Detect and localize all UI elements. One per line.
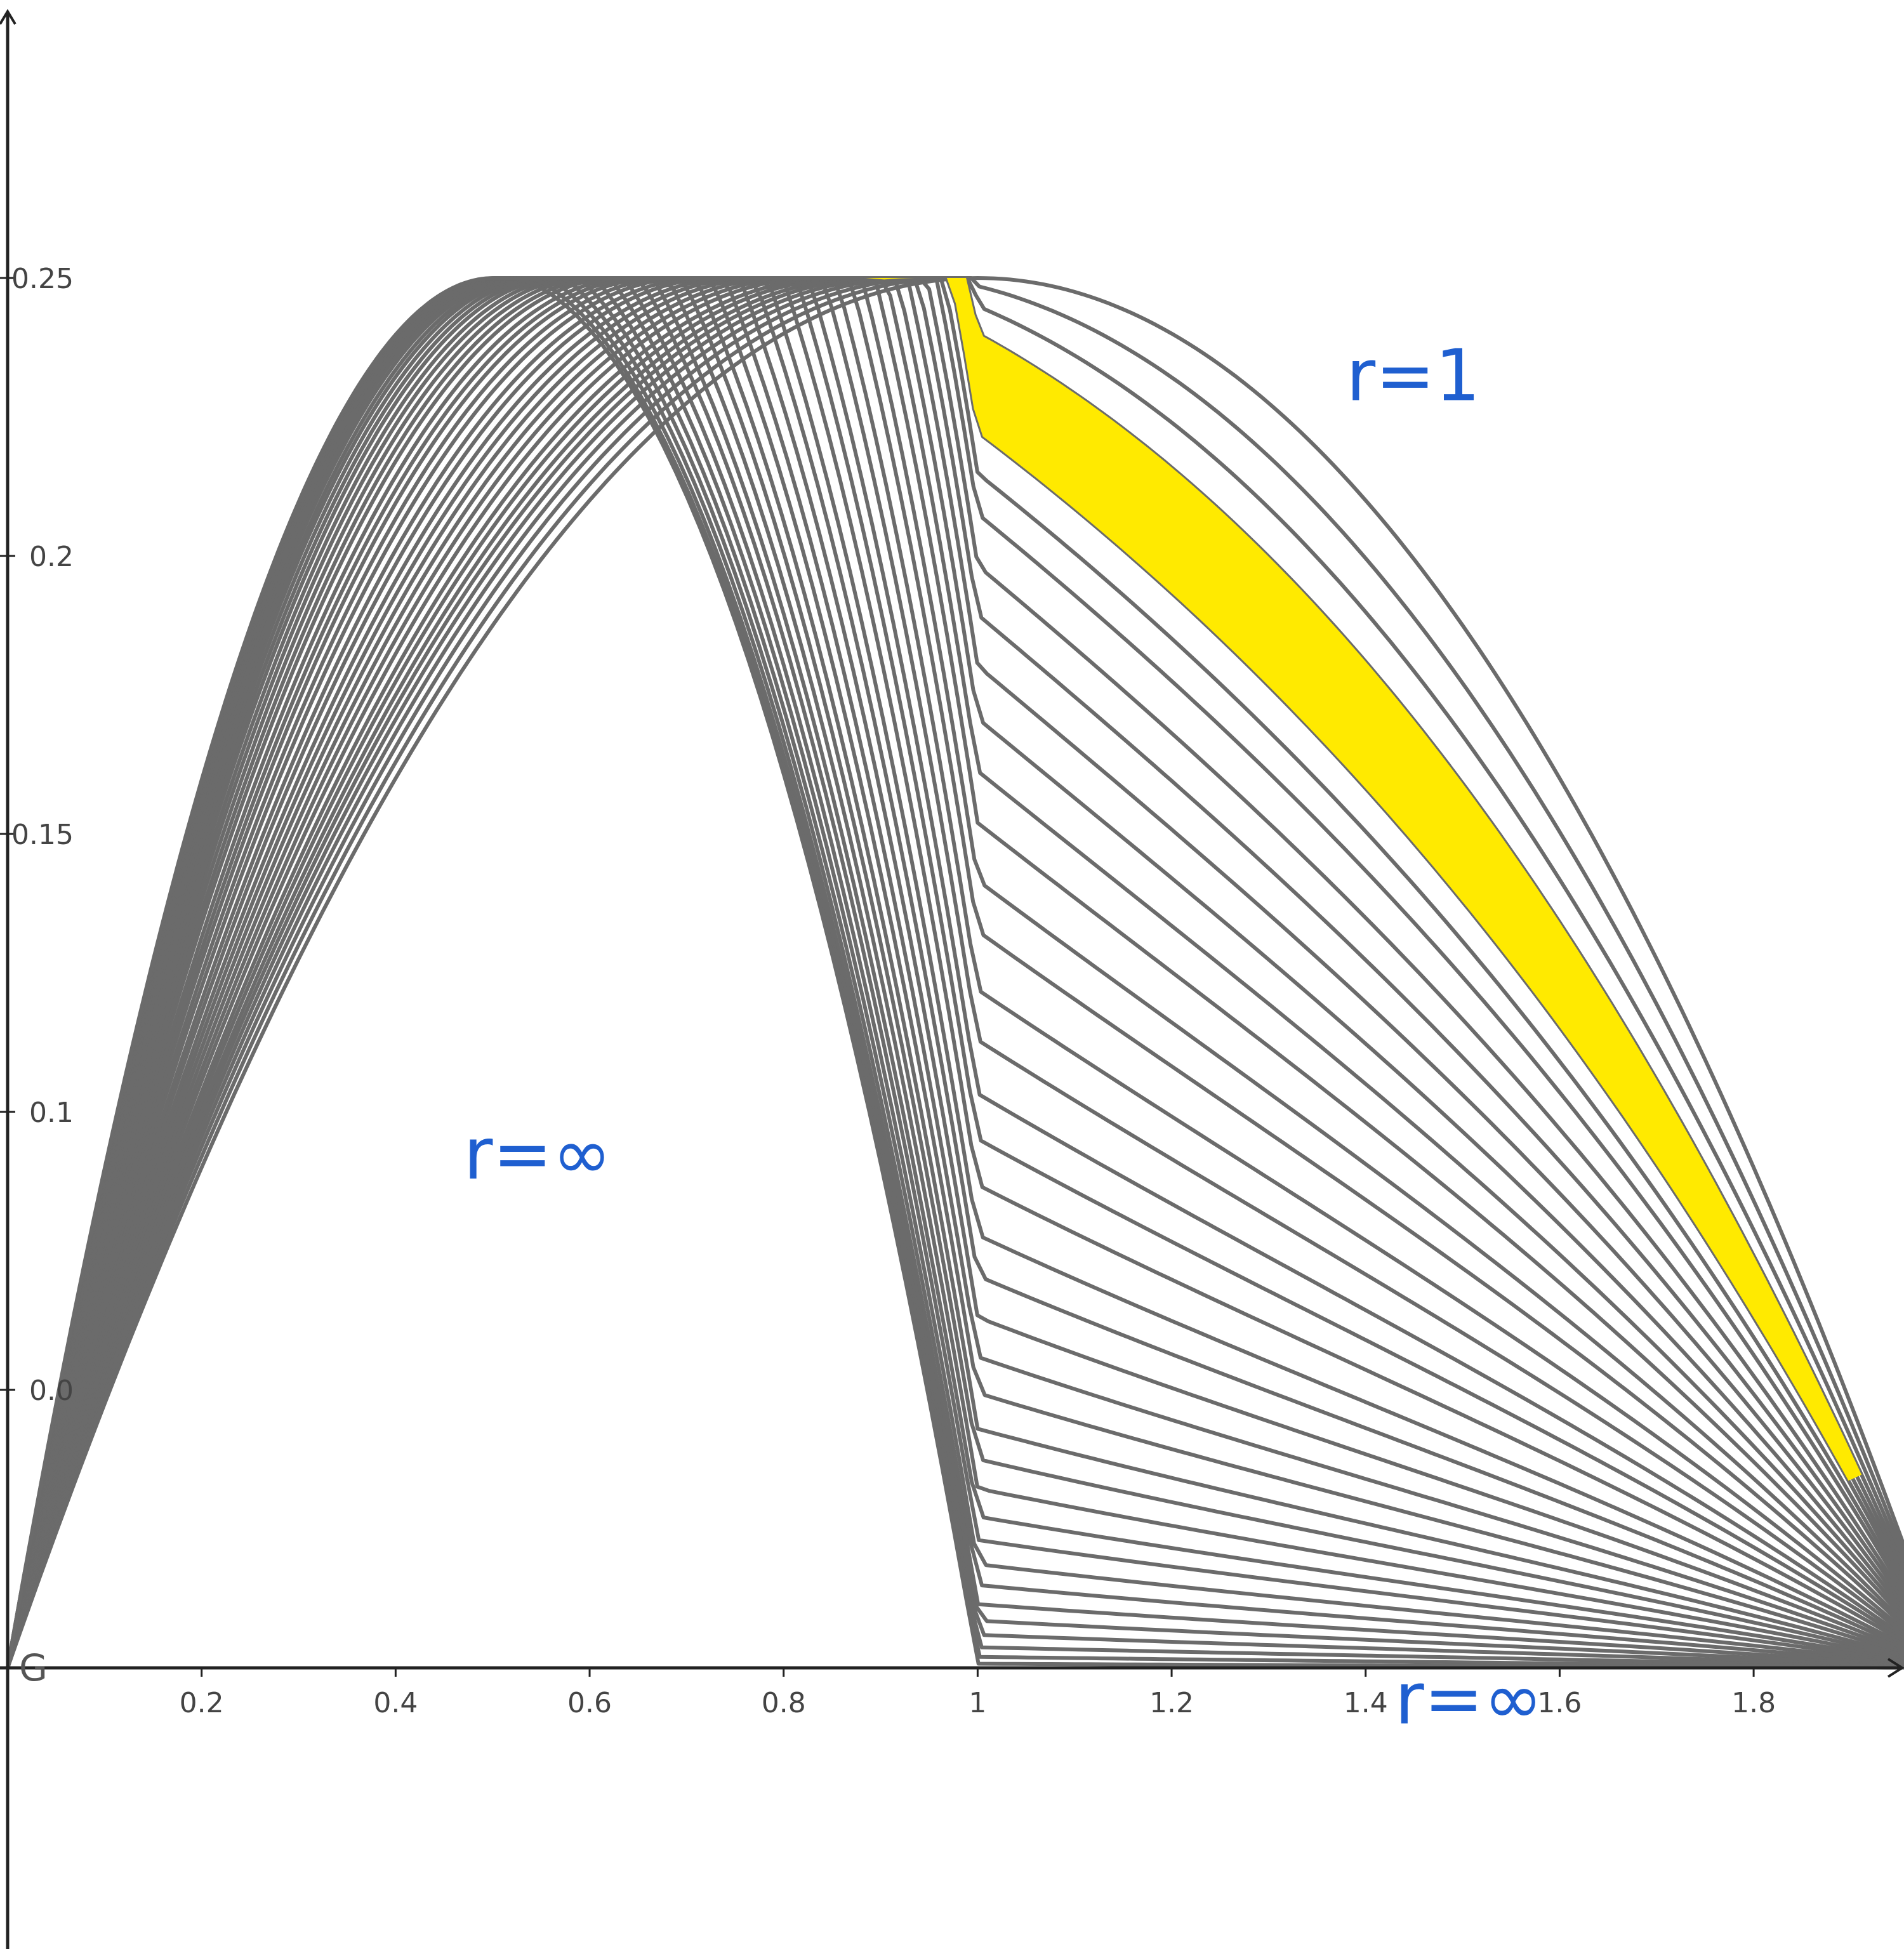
y-tick-label: 0.15 <box>11 819 74 851</box>
x-tick-label: 0.8 <box>762 1687 806 1719</box>
axes <box>0 9 1904 1949</box>
y-axis-arrow <box>0 9 17 25</box>
highlighted-band <box>866 278 1862 1481</box>
highlight-band-area <box>866 278 1862 1481</box>
annotations: r=1 r=∞ r=∞ <box>463 335 1542 1741</box>
x-tick-label: 1.6 <box>1537 1687 1582 1719</box>
y-tick-label: 0.1 <box>29 1097 74 1129</box>
x-axis-arrow <box>1887 1658 1904 1678</box>
annotation-label: r=∞ <box>463 1113 611 1196</box>
x-tick-label: 1.2 <box>1149 1687 1194 1719</box>
annotation-label: r=1 <box>1346 335 1480 418</box>
x-tick-label: 0.4 <box>373 1687 418 1719</box>
x-tick-label: 1 <box>969 1687 986 1719</box>
curve-family <box>6 276 1904 1670</box>
x-tick-label: 0.6 <box>567 1687 612 1719</box>
family-curve-0 <box>6 276 1904 1668</box>
y-tick-label: 0.25 <box>11 263 74 295</box>
origin-label: G <box>19 1646 48 1689</box>
x-tick-label: 1.8 <box>1731 1687 1776 1719</box>
tick-labels: 0.2 0.4 0.6 0.8 1 1.2 1.4 1.6 1.8 0.0 0.1 0.15 0.2 0.… <box>0 263 1776 1719</box>
family-curve-39 <box>6 276 1904 1670</box>
x-tick-label: 0.2 <box>180 1687 224 1719</box>
x-tick-label: 1.4 <box>1344 1687 1388 1719</box>
y-tick-label: 0.0 <box>29 1375 74 1407</box>
annotation-label: r=∞ <box>1395 1658 1543 1741</box>
y-tick-label: 0.2 <box>29 541 74 573</box>
